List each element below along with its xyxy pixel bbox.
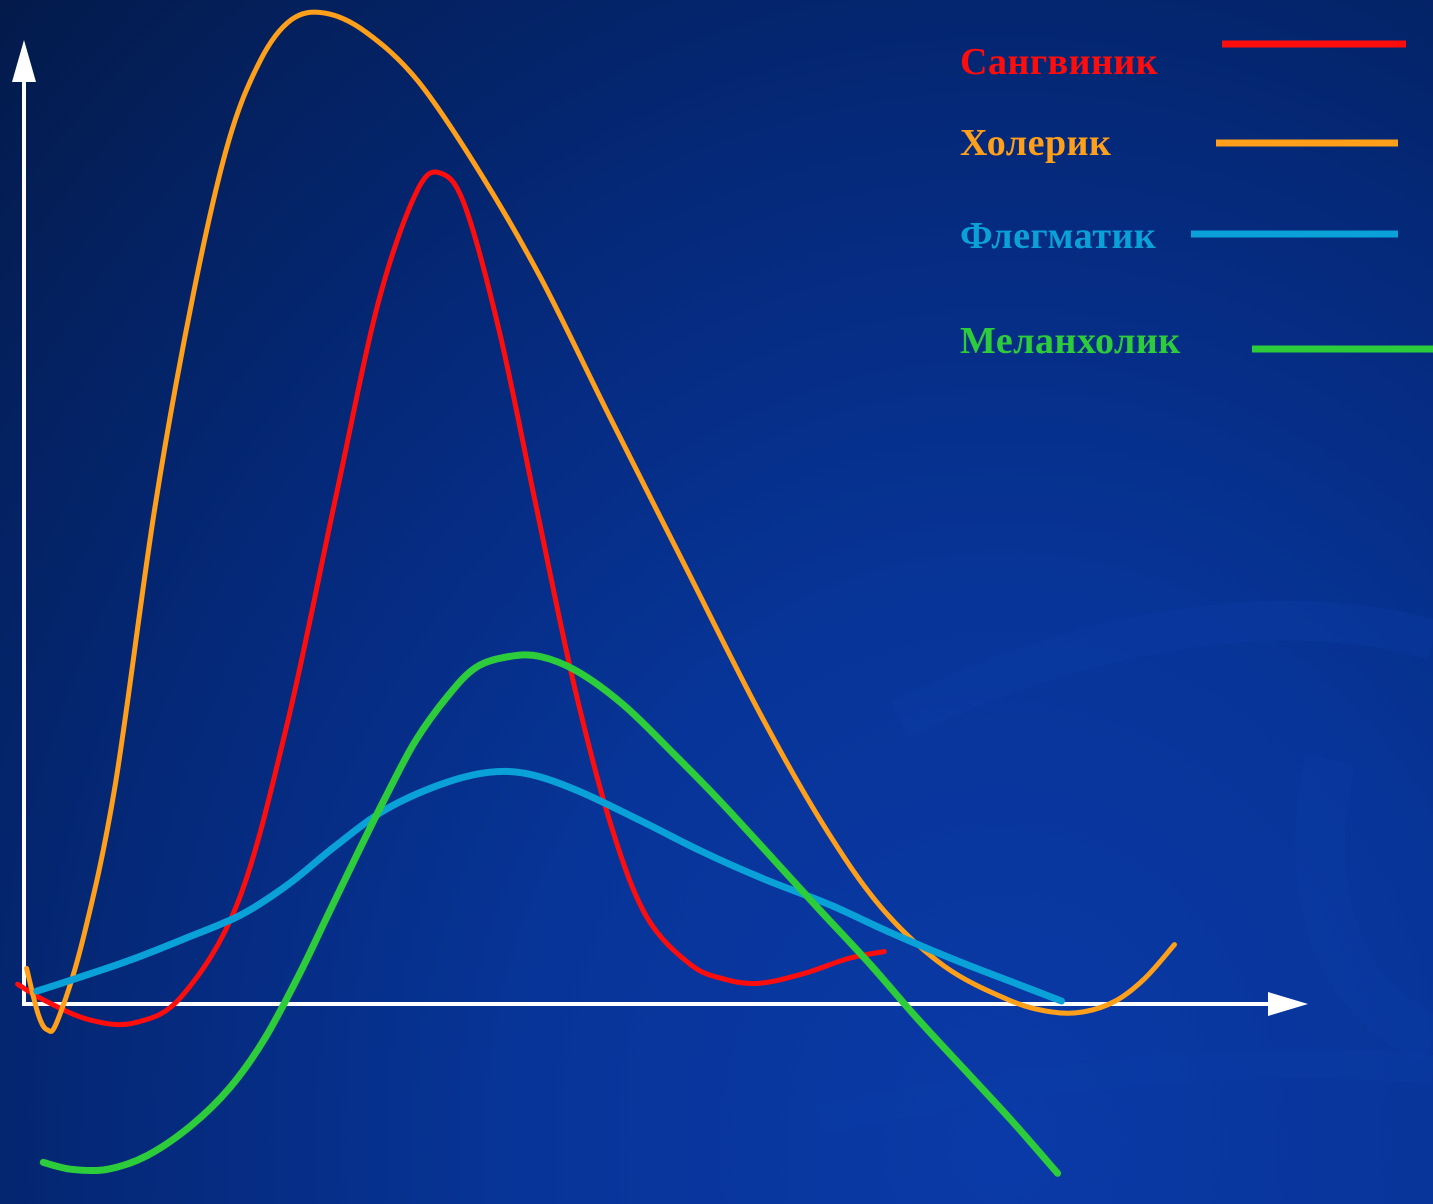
legend-label: Флегматик — [960, 215, 1156, 257]
series-line-sanguine — [15, 169, 887, 1028]
background-decoration — [816, 600, 1433, 1135]
legend-entry-phlegmatic: Флегматик — [960, 215, 1398, 257]
y-axis-arrow — [12, 40, 36, 82]
axes — [12, 40, 1308, 1016]
series-layer — [15, 9, 1177, 1177]
series-line-melancholic — [39, 651, 1062, 1177]
series-line-choleric — [24, 9, 1177, 1034]
legend-entry-choleric: Холерик — [960, 122, 1398, 164]
legend: Сангвиник Холерик Флегматик Меланхолик — [960, 40, 1433, 362]
x-axis-arrow — [1268, 992, 1308, 1016]
legend-label: Холерик — [960, 122, 1111, 164]
series-line-phlegmatic — [33, 767, 1065, 1005]
legend-entry-melancholic: Меланхолик — [960, 320, 1433, 362]
legend-label: Меланхолик — [960, 320, 1181, 362]
legend-label: Сангвиник — [960, 41, 1158, 83]
legend-entry-sanguine: Сангвиник — [960, 40, 1406, 83]
